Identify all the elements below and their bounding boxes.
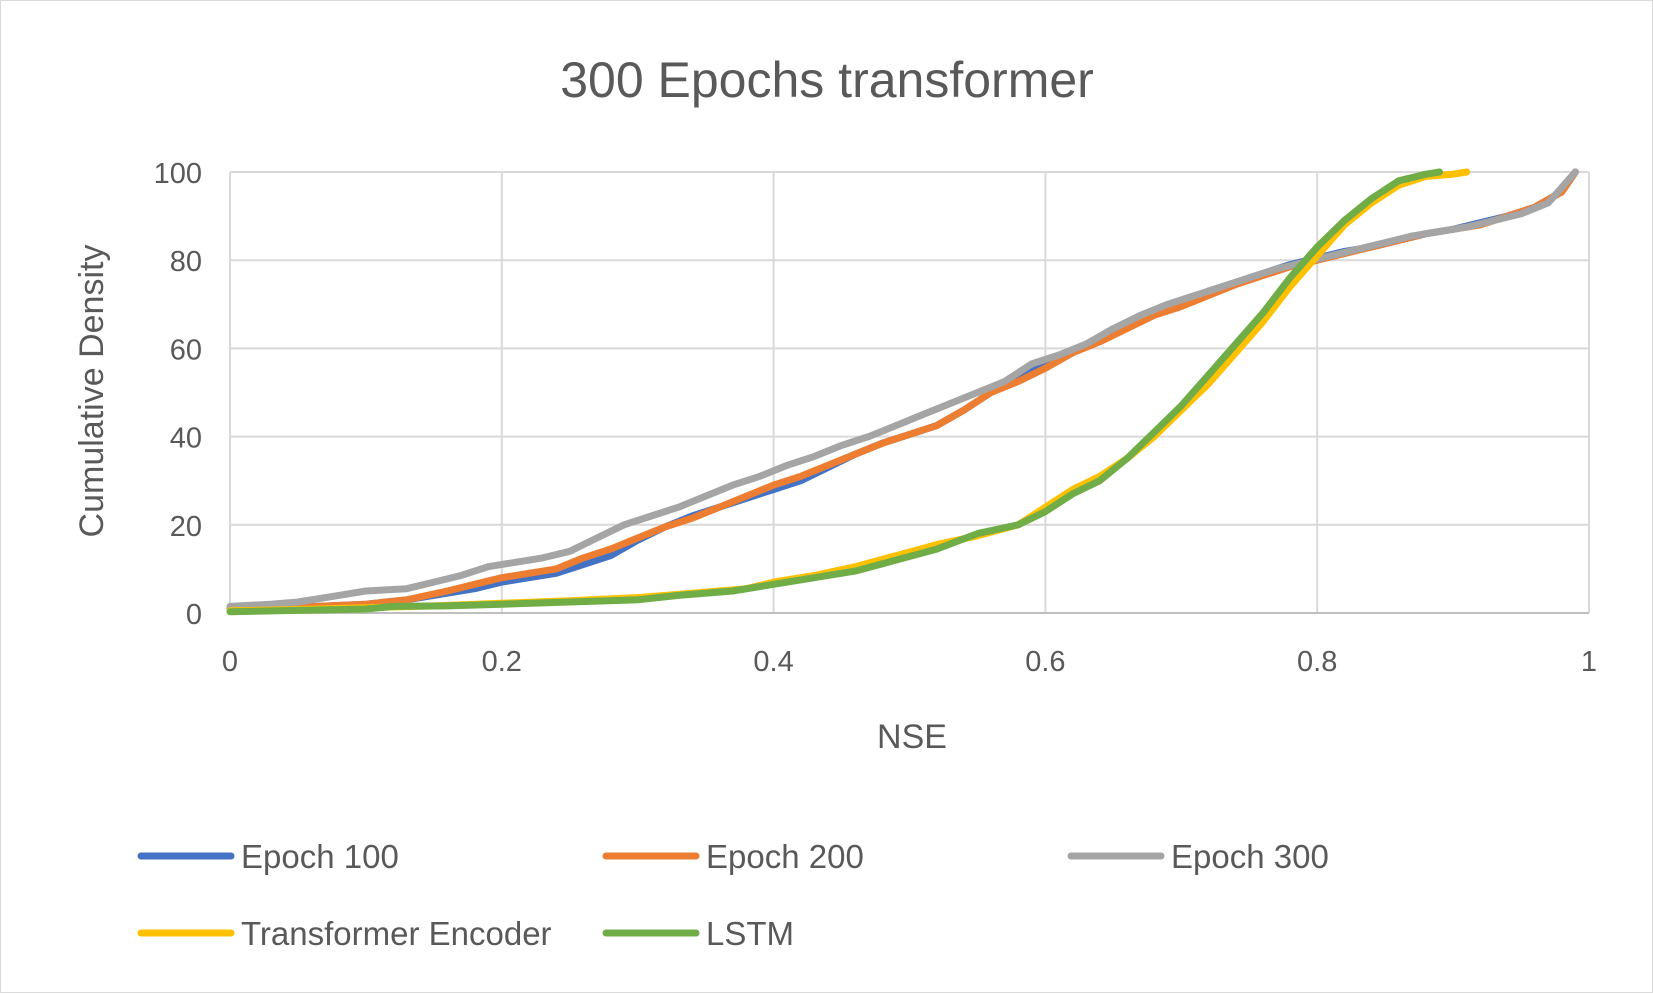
y-tick-label: 80 (170, 246, 202, 278)
x-tick-label: 0 (222, 646, 238, 678)
legend-item-epoch-300: Epoch 300 (1067, 838, 1329, 875)
y-axis-title: Cumulative Density (73, 245, 111, 538)
legend-label: LSTM (706, 915, 794, 952)
series-line-epoch-200 (226, 168, 1579, 613)
y-tick-label: 0 (186, 599, 202, 631)
x-tick-label: 0.2 (482, 646, 522, 678)
x-tick-label: 0.4 (753, 646, 793, 678)
x-tick-label: 0.6 (1025, 646, 1065, 678)
legend-label: Transformer Encoder (241, 915, 552, 952)
series-lines (226, 168, 1579, 616)
series-line-lstm (226, 168, 1443, 616)
chart-title: 300 Epochs transformer (560, 52, 1094, 108)
y-tick-label: 40 (170, 423, 202, 455)
gridlines (229, 171, 1590, 613)
y-tick-label: 60 (170, 334, 202, 366)
series-line-transformer-encoder (226, 168, 1471, 615)
legend-item-transformer-encoder: Transformer Encoder (137, 915, 552, 952)
legend-label: Epoch 300 (1171, 838, 1329, 875)
x-tick-label: 0.8 (1297, 646, 1337, 678)
series-line-epoch-300 (226, 168, 1579, 610)
series-line-epoch-100 (226, 168, 1579, 613)
tick-labels: 0 20 40 60 80 100 0 0.2 0.4 0.6 0.8 1 (154, 158, 1597, 678)
legend-item-lstm: LSTM (602, 915, 794, 952)
legend-item-epoch-200: Epoch 200 (602, 838, 864, 875)
legend-label: Epoch 200 (706, 838, 864, 875)
x-axis-title: NSE (877, 718, 947, 756)
x-tick-label: 1 (1581, 646, 1597, 678)
legend-item-epoch-100: Epoch 100 (137, 838, 399, 875)
y-tick-label: 20 (170, 511, 202, 543)
y-tick-label: 100 (154, 158, 202, 190)
legend-label: Epoch 100 (241, 838, 399, 875)
legend: Epoch 100 Epoch 200 Epoch 300 Transformer E… (137, 838, 1329, 952)
